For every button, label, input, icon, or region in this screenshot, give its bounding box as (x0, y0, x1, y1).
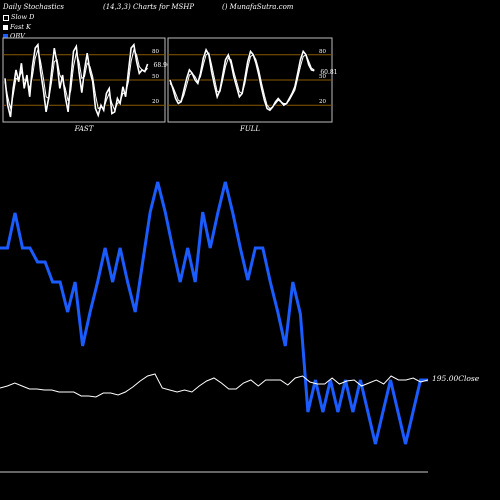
legend-label-obv: OBV (10, 32, 25, 40)
full-panel-title: FULL (239, 125, 260, 133)
legend-swatch-obv (3, 34, 8, 40)
full-panel-tick-20: 20 (319, 99, 326, 105)
legend-swatch-fast-k (3, 24, 8, 30)
full-panel-tick-80: 80 (319, 49, 326, 55)
obv-series-line (0, 181, 428, 445)
fast-panel-title: FAST (74, 125, 95, 133)
close-value-label: 195.00Close (432, 374, 480, 383)
full-panel-series-d (169, 52, 315, 110)
legend-swatch-slow-d (3, 14, 9, 21)
fast-panel-series-d (4, 47, 148, 112)
close-series-line (0, 373, 429, 398)
full-panel-tick-50: 50 (319, 74, 326, 80)
fast-panel-series-k (4, 42, 149, 118)
legend-item-obv: OBV (3, 32, 34, 42)
legend-label-fast-k: Fast K (10, 22, 31, 31)
legend-item-fast-k: Fast K (3, 23, 34, 33)
fast-panel-tick-20: 20 (152, 99, 159, 105)
fast-panel-tick-80: 80 (152, 49, 159, 55)
fast-panel-value-label: 68.96 (154, 62, 171, 69)
header-site: () MunafaSutra.com (222, 3, 294, 11)
full-panel-value-label: 60.81 (320, 69, 337, 76)
fast-panel-tick-50: 50 (152, 74, 159, 80)
legend-item-slow-d: Slow D (3, 13, 34, 23)
legend-label-slow-d: Slow D (11, 13, 35, 21)
legend: Slow D Fast K OBV (3, 13, 34, 42)
header-title: Daily Stochastics (3, 3, 65, 11)
header-symbol: (14,3,3) Charts for MSHP (103, 3, 195, 11)
